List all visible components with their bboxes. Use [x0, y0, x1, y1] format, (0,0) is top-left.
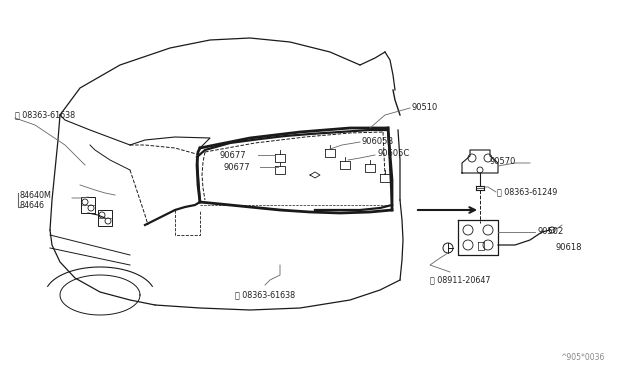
Text: 84646: 84646	[20, 201, 45, 209]
Text: 90502: 90502	[537, 228, 563, 237]
Text: 84640M: 84640M	[20, 190, 52, 199]
Text: 90605B: 90605B	[362, 137, 394, 145]
Text: Ⓢ 08363-61638: Ⓢ 08363-61638	[15, 110, 75, 119]
Text: 90677: 90677	[224, 164, 251, 173]
Text: 90677: 90677	[220, 151, 246, 160]
Text: 90510: 90510	[412, 103, 438, 112]
Bar	[81, 197, 95, 213]
Text: 90618: 90618	[555, 244, 582, 253]
Text: Ⓢ 08363-61638: Ⓢ 08363-61638	[235, 291, 295, 299]
Text: Ⓝ 08911-20647: Ⓝ 08911-20647	[430, 276, 490, 285]
Text: 90570: 90570	[490, 157, 516, 167]
Text: Ⓢ 08363-61249: Ⓢ 08363-61249	[497, 187, 557, 196]
Text: ^905*0036: ^905*0036	[560, 353, 604, 362]
Bar	[98, 210, 112, 226]
Text: 90605C: 90605C	[377, 150, 409, 158]
